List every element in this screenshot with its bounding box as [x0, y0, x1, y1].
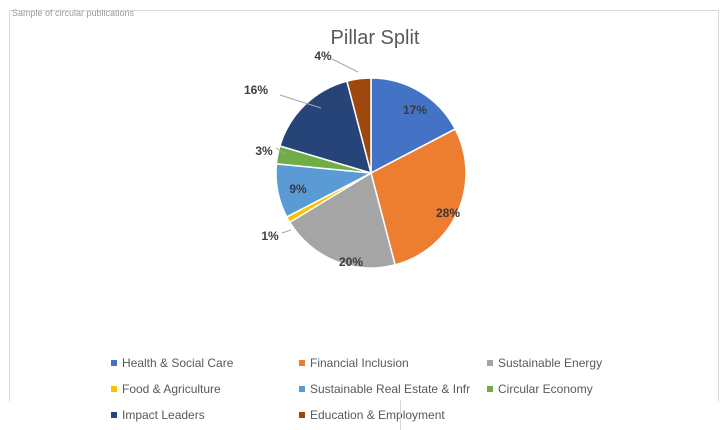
pie-chart: 17% 28% 20% 1% 9% 3% 16% 4%: [244, 49, 467, 269]
legend-label: Sustainable Energy: [498, 356, 603, 370]
data-label: 1%: [261, 229, 279, 243]
data-label: 9%: [289, 182, 307, 196]
leader-line: [279, 94, 322, 109]
legend-label: Impact Leaders: [122, 408, 205, 422]
legend-label: Food & Agriculture: [122, 382, 221, 396]
legend-item: Sustainable Energy: [487, 356, 671, 370]
pie-slice: [370, 128, 467, 266]
legend-label: Circular Economy: [498, 382, 593, 396]
legend-item: Sustainable Real Estate & Infr: [299, 382, 487, 396]
data-label: 17%: [403, 103, 427, 117]
chart-title: Pillar Split: [330, 27, 420, 49]
divider: [400, 400, 401, 430]
legend-item: Education & Employment: [299, 408, 487, 422]
leader-line: [275, 147, 286, 155]
pie-slice: [345, 77, 372, 174]
data-label: 3%: [255, 144, 273, 158]
data-label: 4%: [314, 49, 332, 63]
legend-item: Food & Agriculture: [111, 382, 299, 396]
legend-swatch: [111, 412, 117, 418]
legend-item: Circular Economy: [487, 382, 671, 396]
leader-line: [281, 229, 292, 234]
data-label: 16%: [244, 83, 268, 97]
legend-swatch: [487, 386, 493, 392]
legend-label: Sustainable Real Estate & Infr: [310, 382, 471, 396]
pie-slice: [370, 77, 457, 175]
chart-legend: Health & Social Care Financial Inclusion…: [111, 356, 671, 422]
pie-slice: [278, 80, 373, 175]
data-label: 28%: [436, 206, 460, 220]
legend-label: Education & Employment: [310, 408, 445, 422]
legend-label: Health & Social Care: [122, 356, 234, 370]
pie-slice: [288, 171, 397, 269]
page-header-text: Sample of circular publications: [12, 8, 135, 18]
legend-item: Impact Leaders: [111, 408, 299, 422]
legend-swatch: [299, 386, 305, 392]
legend-swatch: [487, 360, 493, 366]
legend-swatch: [299, 412, 305, 418]
legend-swatch: [111, 360, 117, 366]
legend-swatch: [111, 386, 117, 392]
chart-area: Sample of circular publications Pillar S…: [9, 8, 719, 422]
leader-line: [331, 58, 359, 73]
data-label: 20%: [339, 255, 363, 269]
legend-swatch: [299, 360, 305, 366]
legend-label: Financial Inclusion: [310, 356, 409, 370]
legend-item: Health & Social Care: [111, 356, 299, 370]
legend-item: Financial Inclusion: [299, 356, 487, 370]
